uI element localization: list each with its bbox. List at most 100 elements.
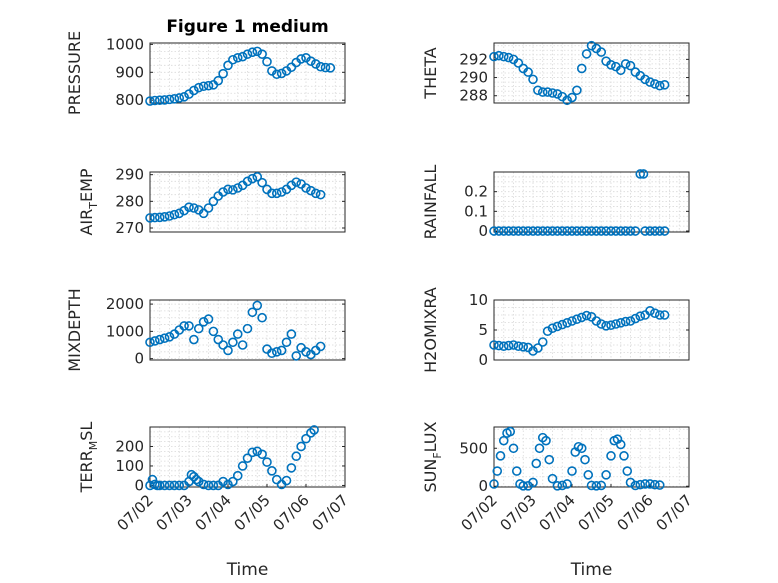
data-point	[198, 479, 209, 490]
data-point	[262, 457, 272, 467]
data-point	[150, 336, 160, 346]
data-point	[528, 74, 538, 85]
subplot-1: 800 900 1000 PRESSURE Figure 1 medium	[65, 17, 346, 115]
data-point	[164, 332, 175, 342]
data-point	[534, 443, 545, 454]
data-point	[505, 426, 516, 437]
data-point	[650, 479, 660, 490]
data-point	[562, 226, 572, 236]
y-tick-label: 0	[134, 350, 144, 368]
data-point	[179, 92, 189, 102]
data-point	[306, 185, 316, 196]
data-point	[174, 93, 185, 103]
data-point	[518, 481, 529, 491]
data-point	[645, 226, 655, 236]
y-axis-label: AIRTEMP	[77, 168, 100, 235]
data-point	[581, 310, 592, 321]
data-point	[498, 341, 509, 352]
grid-lines	[149, 172, 346, 232]
data-point	[503, 340, 514, 351]
data-point	[237, 340, 248, 350]
y-tick-label: 800	[115, 91, 144, 109]
data-point	[223, 345, 233, 356]
y-tick-label: 10	[469, 291, 488, 309]
data-point	[552, 321, 563, 332]
grid-lines	[149, 43, 346, 103]
data-point	[591, 481, 602, 491]
y-tick-label: 0	[478, 477, 488, 495]
data-point	[511, 466, 522, 476]
subplot-6: 0 5 10 H2OMIXRA	[421, 287, 690, 373]
data-point	[218, 187, 228, 197]
data-point	[309, 425, 319, 435]
data-point	[315, 341, 326, 352]
data-point	[237, 51, 248, 62]
data-point	[267, 466, 277, 476]
data-point	[659, 80, 670, 90]
data-point	[310, 59, 321, 69]
data-point	[286, 329, 297, 339]
data-point	[528, 477, 538, 488]
data-point	[252, 300, 263, 311]
data-point	[596, 226, 607, 236]
series-markers	[489, 305, 670, 356]
data-point	[541, 435, 551, 446]
data-point	[620, 316, 631, 327]
series-markers	[145, 172, 326, 223]
data-point	[542, 326, 553, 337]
y-axis-label-main: TERR	[77, 450, 96, 493]
y-tick-label: 900	[115, 63, 144, 81]
data-point	[228, 185, 238, 195]
grid-lines	[493, 171, 690, 232]
data-point	[257, 177, 267, 188]
data-point	[189, 203, 199, 213]
data-point	[606, 320, 616, 331]
x-tick-label: 07/05	[575, 491, 618, 534]
y-tick-label: 0.2	[464, 183, 488, 201]
data-point	[276, 345, 287, 356]
data-point	[625, 226, 636, 236]
data-point	[228, 476, 238, 487]
data-point	[232, 329, 243, 339]
data-point	[315, 189, 326, 200]
series-markers	[145, 46, 336, 106]
data-point	[537, 337, 548, 347]
data-point	[291, 351, 302, 361]
data-point	[596, 319, 607, 329]
data-point	[596, 480, 607, 491]
data-point	[557, 480, 568, 491]
data-point	[193, 323, 204, 334]
data-point	[198, 317, 209, 327]
y-tick-label: 5	[478, 321, 488, 339]
y-tick-label: 200	[115, 437, 144, 455]
data-point	[523, 226, 533, 236]
data-point	[223, 479, 233, 490]
data-point	[576, 443, 587, 454]
data-point	[198, 81, 209, 92]
data-point	[208, 196, 219, 207]
data-point	[567, 92, 577, 103]
x-axis-label: Time	[570, 560, 613, 580]
y-tick-label: 0.1	[464, 202, 488, 220]
data-point	[537, 226, 548, 236]
data-point	[630, 313, 641, 324]
x-axis-label: Time	[226, 560, 269, 580]
data-point	[581, 226, 592, 236]
data-point	[611, 319, 621, 329]
grid-lines	[149, 300, 346, 360]
data-point	[640, 479, 650, 489]
data-point	[572, 226, 582, 236]
data-point	[189, 334, 199, 345]
axes-box	[493, 171, 690, 233]
data-point	[306, 56, 316, 66]
data-point	[552, 226, 563, 236]
data-point	[654, 480, 665, 490]
data-point	[301, 347, 311, 357]
data-point	[257, 312, 267, 323]
y-tick-label: 0	[478, 351, 488, 369]
data-point	[154, 212, 165, 223]
data-point	[528, 226, 538, 236]
data-point	[228, 337, 238, 348]
data-point	[257, 49, 267, 59]
data-point	[625, 316, 636, 326]
